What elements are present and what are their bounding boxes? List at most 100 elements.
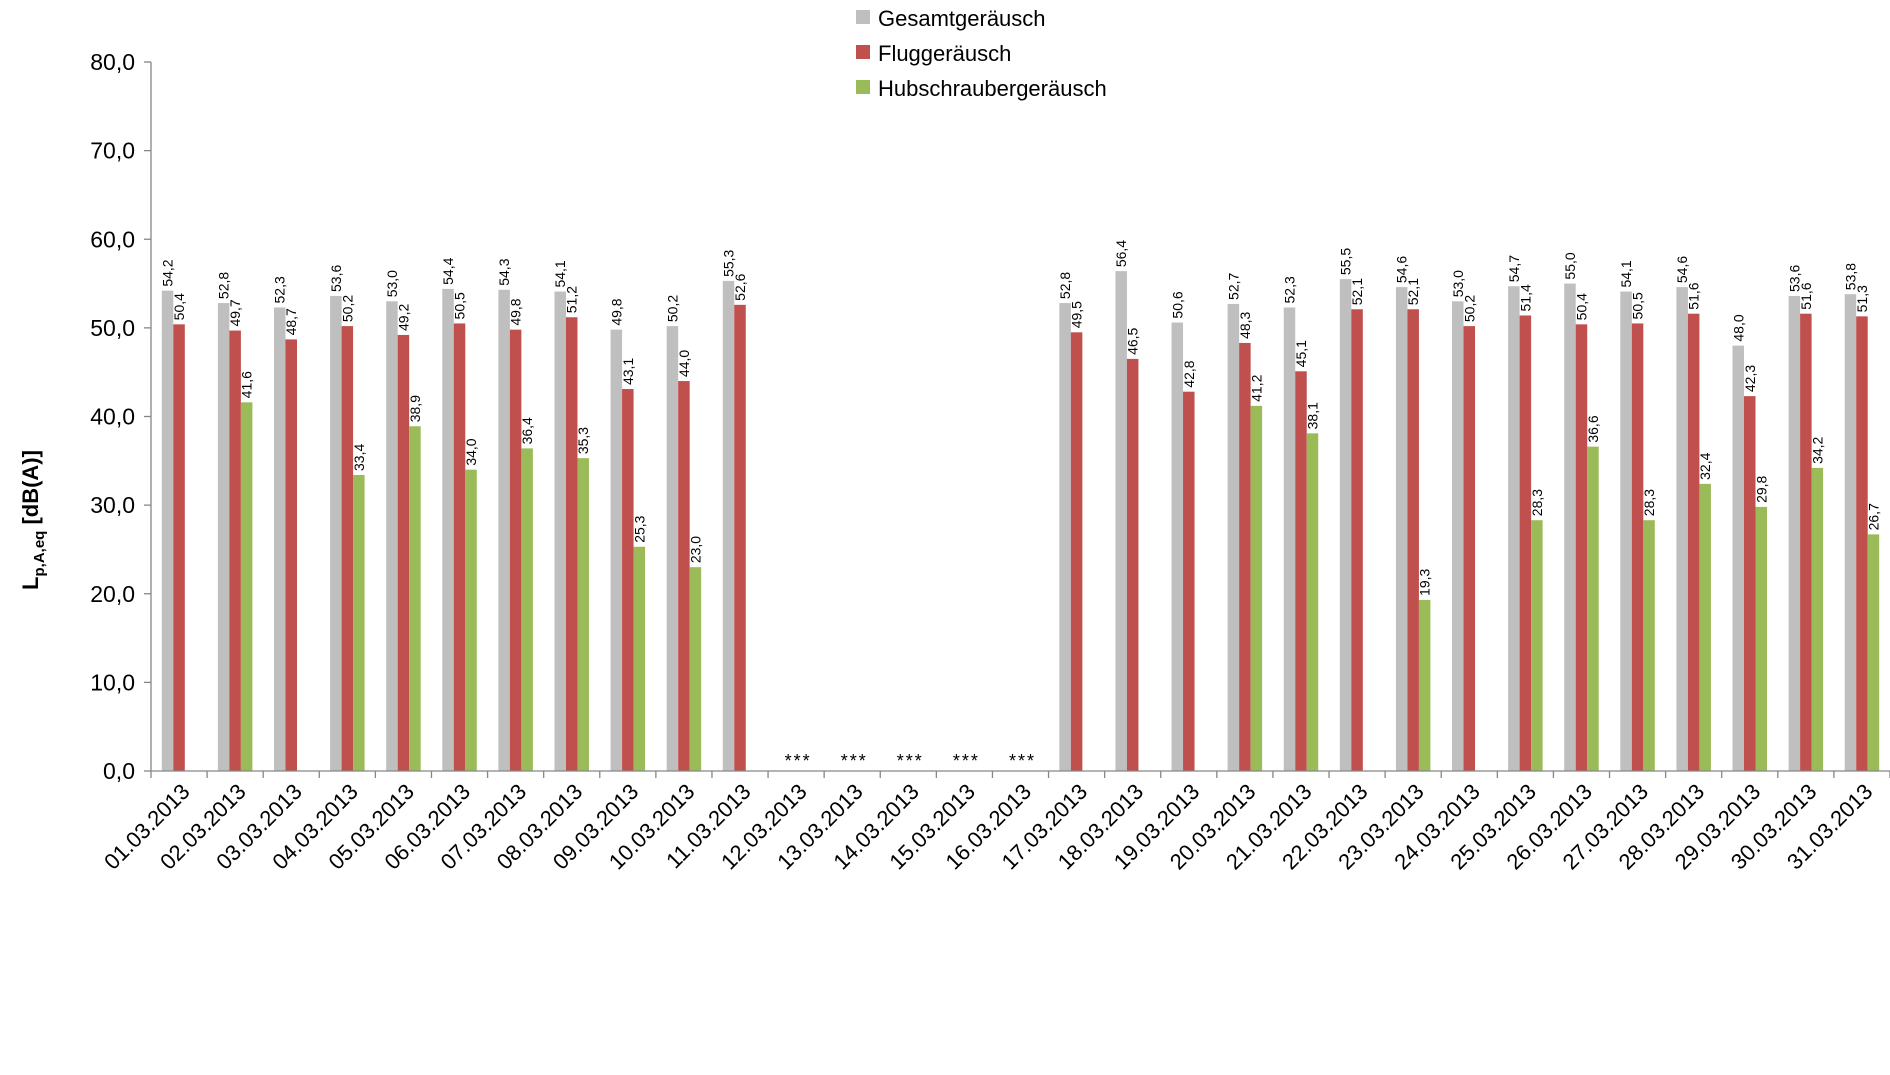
y-tick-label: 10,0 (90, 669, 135, 695)
data-label: 50,4 (1573, 293, 1589, 320)
data-label: 50,5 (452, 292, 468, 319)
bar (409, 426, 421, 771)
data-label: 50,4 (171, 293, 187, 320)
data-label: 23,0 (687, 536, 703, 563)
bar (498, 289, 510, 771)
bar (1227, 303, 1240, 771)
bar (1418, 599, 1431, 771)
bar (330, 295, 342, 771)
y-tick-label: 0,0 (103, 758, 135, 784)
data-label: 28,3 (1529, 489, 1545, 516)
data-label: 19,3 (1417, 568, 1433, 595)
bar (1250, 405, 1263, 771)
bar (1407, 309, 1419, 771)
bar (722, 280, 735, 771)
bar (1676, 287, 1688, 771)
data-label: 55,5 (1338, 248, 1354, 275)
data-label: 38,9 (407, 395, 423, 422)
data-label: 49,2 (395, 304, 411, 331)
legend-swatch (856, 80, 870, 94)
bar (689, 567, 702, 771)
bar (1508, 286, 1520, 771)
data-label: 53,0 (1450, 270, 1466, 297)
data-label: 51,3 (1854, 285, 1870, 312)
bar (1115, 271, 1127, 771)
bar (1126, 358, 1139, 771)
bar (633, 546, 646, 771)
data-label: 45,1 (1293, 340, 1309, 367)
bar (1755, 506, 1768, 771)
bar (521, 448, 533, 771)
bar (1788, 295, 1801, 771)
bar (353, 474, 365, 771)
bar (465, 469, 477, 771)
data-label: 43,1 (620, 358, 636, 385)
data-label: 51,6 (1798, 282, 1814, 309)
bar (1856, 316, 1868, 771)
bar (229, 330, 241, 771)
bar (273, 307, 286, 771)
bar (1620, 291, 1632, 771)
data-label: 52,8 (1057, 272, 1073, 299)
data-label: 54,1 (552, 260, 568, 287)
legend-swatch (856, 45, 870, 59)
bar (622, 389, 634, 771)
y-axis-label: Lp,A,eq [dB(A)] (18, 450, 48, 590)
bar (509, 329, 522, 771)
bar (1463, 326, 1476, 771)
data-label: 55,3 (721, 249, 737, 276)
legend: Gesamtgeräusch Fluggeräusch Hubschrauberge… (856, 6, 1107, 101)
bar (1171, 322, 1184, 771)
data-label: 49,8 (608, 298, 624, 325)
data-label: 35,3 (575, 427, 591, 454)
y-axis: 0,0 10,0 20,0 30,0 40,0 50,0 60,0 70,0 80,0 (90, 49, 152, 784)
bar (1059, 303, 1071, 771)
bar (1239, 342, 1251, 771)
data-label: 28,3 (1641, 489, 1657, 516)
bar (666, 326, 679, 771)
data-label: 50,5 (1630, 292, 1646, 319)
bar (1519, 315, 1532, 771)
legend-entry: Fluggeräusch (878, 41, 1011, 66)
data-label: 49,7 (227, 299, 243, 326)
data-label: 26,7 (1865, 503, 1881, 530)
bar (240, 402, 253, 771)
data-label: 53,6 (1786, 265, 1802, 292)
bar (1811, 467, 1824, 771)
data-label: 33,4 (351, 444, 367, 471)
data-label: 52,6 (732, 273, 748, 300)
data-label: 44,0 (676, 350, 692, 377)
y-tick-label: 50,0 (90, 315, 135, 341)
legend-entry: Gesamtgeräusch (878, 6, 1046, 31)
data-label: 48,0 (1730, 314, 1746, 341)
data-labels: 54,250,452,849,741,652,348,753,650,233,4… (160, 240, 1882, 771)
data-label: 49,8 (508, 298, 524, 325)
data-label: 54,6 (1674, 256, 1690, 283)
bar (1643, 520, 1655, 771)
data-label: 52,1 (1405, 278, 1421, 305)
data-label: 34,2 (1809, 436, 1825, 463)
x-axis: 01.03.201302.03.201303.03.201304.03.2013… (99, 770, 1890, 874)
bar (1575, 324, 1588, 771)
data-label: 38,1 (1304, 402, 1320, 429)
legend-entry: Hubschraubergeräusch (878, 76, 1107, 101)
data-label: 54,2 (160, 259, 176, 286)
bar (610, 329, 623, 771)
data-label: 54,3 (496, 258, 512, 285)
missing-marker: *** (897, 751, 924, 771)
bar (1732, 345, 1745, 771)
bar (397, 334, 410, 771)
bar (1699, 483, 1711, 771)
bar (565, 317, 578, 771)
missing-marker: *** (841, 751, 868, 771)
data-label: 41,2 (1248, 374, 1264, 401)
data-label: 36,4 (519, 417, 535, 444)
bar (554, 291, 566, 771)
data-label: 42,8 (1181, 360, 1197, 387)
data-label: 36,6 (1585, 415, 1601, 442)
bars (161, 271, 1880, 771)
data-label: 52,1 (1349, 278, 1365, 305)
bar (1631, 323, 1644, 771)
bar (285, 339, 297, 771)
